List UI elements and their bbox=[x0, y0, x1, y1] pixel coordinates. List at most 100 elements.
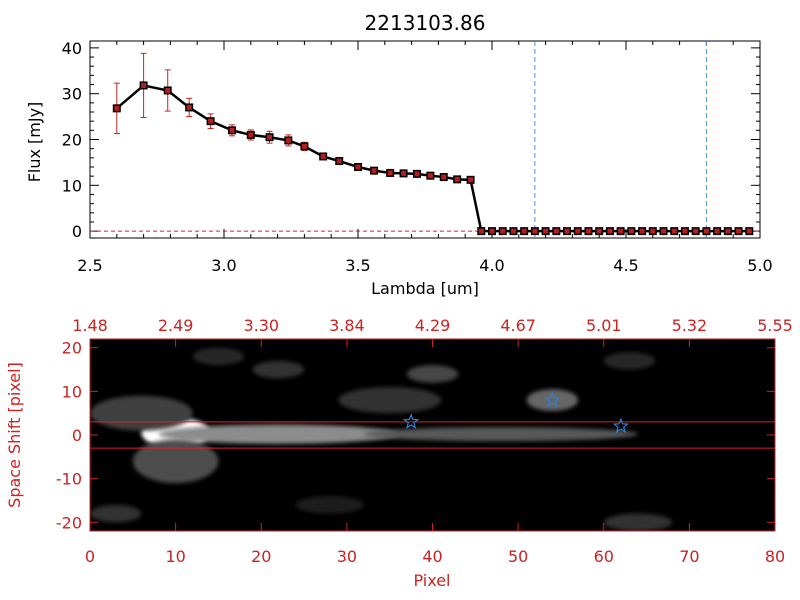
x-tick-label-bottom: 70 bbox=[679, 547, 699, 566]
top-wavelength-label: 2.49 bbox=[158, 316, 194, 335]
x-tick-label-bottom: 80 bbox=[765, 547, 785, 566]
top-wavelength-label: 1.48 bbox=[72, 316, 108, 335]
data-point-fill bbox=[671, 228, 677, 234]
x-tick-label-bottom: 50 bbox=[508, 547, 528, 566]
y-axis-label: Flux [mJy] bbox=[25, 102, 44, 183]
x-tick-label: 4.0 bbox=[479, 256, 504, 275]
x-tick-label: 5.0 bbox=[747, 256, 772, 275]
x-axis-label: Lambda [um] bbox=[371, 279, 479, 298]
data-point-fill bbox=[607, 228, 613, 234]
x-axis-ticks-bottom: 0 10 20 30 40 50 60 70 80 bbox=[85, 339, 785, 566]
data-point-fill bbox=[543, 228, 549, 234]
spectrum-line bbox=[115, 84, 750, 233]
emission-blob bbox=[158, 424, 399, 444]
data-point-fill bbox=[628, 228, 634, 234]
data-point-fill bbox=[575, 228, 581, 234]
y-axis-ticks-bottom: -20 -10 0 10 20 bbox=[56, 339, 775, 532]
data-point-fill bbox=[650, 228, 656, 234]
emission-blob bbox=[132, 439, 219, 483]
x-tick-label: 3.5 bbox=[345, 256, 370, 275]
emission-blob bbox=[338, 387, 442, 414]
y-tick-label-bottom: -10 bbox=[56, 470, 82, 489]
data-point-fill bbox=[141, 82, 147, 88]
emission-blob bbox=[192, 347, 245, 366]
data-point-fill bbox=[371, 168, 377, 174]
data-point-fill bbox=[285, 137, 291, 143]
y-axis-ticks: 0 10 20 30 40 bbox=[62, 39, 760, 241]
error-bars bbox=[113, 52, 308, 151]
data-point-fill bbox=[454, 176, 460, 182]
data-point-fill bbox=[564, 228, 570, 234]
data-point-fill bbox=[186, 104, 192, 110]
data-point-fill bbox=[267, 134, 273, 140]
plot-frame bbox=[89, 40, 761, 239]
data-point-fill bbox=[510, 228, 516, 234]
data-point-fill bbox=[639, 228, 645, 234]
data-point-fill bbox=[336, 158, 342, 164]
y-tick-label: 0 bbox=[72, 222, 82, 241]
x-axis-ticks: 2.5 3.0 3.5 4.0 4.5 5.0 bbox=[77, 41, 773, 275]
data-point-fill bbox=[114, 105, 120, 111]
data-point-fill bbox=[682, 228, 688, 234]
star-markers bbox=[402, 391, 630, 434]
y-tick-label-bottom: 20 bbox=[62, 339, 82, 358]
data-point-fill bbox=[532, 228, 538, 234]
data-point-fill bbox=[661, 228, 667, 234]
emission-blob bbox=[526, 389, 579, 411]
limit-lines bbox=[534, 41, 707, 238]
extraction-aperture-lines bbox=[90, 421, 775, 449]
data-point-fill bbox=[427, 173, 433, 179]
x-tick-label-bottom: 20 bbox=[251, 547, 271, 566]
y-tick-label: 30 bbox=[62, 85, 82, 104]
x-tick-label: 4.5 bbox=[613, 256, 638, 275]
emission-blob bbox=[295, 496, 364, 514]
top-wavelength-label: 4.29 bbox=[415, 316, 451, 335]
top-wavelength-labels: 1.48 2.49 3.30 3.84 4.29 4.67 5.01 5.32 5.55 bbox=[72, 316, 793, 335]
data-point-fill bbox=[387, 170, 393, 176]
star-icon bbox=[612, 417, 630, 434]
x-tick-label: 2.5 bbox=[77, 256, 102, 275]
data-point-fill bbox=[301, 143, 307, 149]
emission-blob bbox=[90, 395, 193, 431]
data-point-fill bbox=[489, 228, 495, 234]
data-point-fill bbox=[165, 87, 171, 93]
data-point-fill bbox=[736, 228, 742, 234]
x-tick-label-bottom: 40 bbox=[422, 547, 442, 566]
data-point-fill bbox=[553, 228, 559, 234]
data-point-fill bbox=[714, 228, 720, 234]
top-wavelength-label: 5.01 bbox=[586, 316, 622, 335]
data-point-fill bbox=[478, 228, 484, 234]
data-point-fill bbox=[229, 127, 235, 133]
y-tick-label: 10 bbox=[62, 176, 82, 195]
y-tick-label: 20 bbox=[62, 131, 82, 150]
emission-blob bbox=[90, 504, 142, 523]
x-tick-label-bottom: 30 bbox=[337, 547, 357, 566]
chart-title: 2213103.86 bbox=[365, 11, 486, 35]
data-point-fill bbox=[596, 228, 602, 234]
y-tick-label-bottom: 10 bbox=[62, 382, 82, 401]
y-tick-label-bottom: 0 bbox=[72, 426, 82, 445]
data-point-fill bbox=[468, 177, 474, 183]
spectral-image-panel: 1.48 2.49 3.30 3.84 4.29 4.67 5.01 5.32 5.55 0 10… bbox=[5, 316, 793, 590]
y-tick-label-bottom: -20 bbox=[56, 513, 82, 532]
x-axis-label-bottom: Pixel bbox=[413, 571, 450, 590]
data-point-fill bbox=[500, 228, 506, 234]
spectrum-chart: 2213103.86 Lambda [um] Flux [mJy] 2.5 3.0… bbox=[25, 11, 773, 298]
x-tick-label-bottom: 0 bbox=[85, 547, 95, 566]
data-point-fill bbox=[208, 118, 214, 124]
data-point-fill bbox=[248, 132, 254, 138]
data-point-fill bbox=[585, 228, 591, 234]
top-wavelength-label: 4.67 bbox=[500, 316, 536, 335]
data-point-fill bbox=[693, 228, 699, 234]
top-wavelength-label: 5.32 bbox=[672, 316, 708, 335]
data-point-fill bbox=[618, 228, 624, 234]
data-point-fill bbox=[746, 228, 752, 234]
star-icon bbox=[544, 391, 561, 408]
data-point-fill bbox=[441, 174, 447, 180]
data-point-fill bbox=[703, 228, 709, 234]
emission-blob bbox=[603, 513, 673, 531]
top-wavelength-label: 5.55 bbox=[757, 316, 793, 335]
data-points bbox=[112, 81, 754, 236]
data-point-fill bbox=[320, 153, 326, 159]
